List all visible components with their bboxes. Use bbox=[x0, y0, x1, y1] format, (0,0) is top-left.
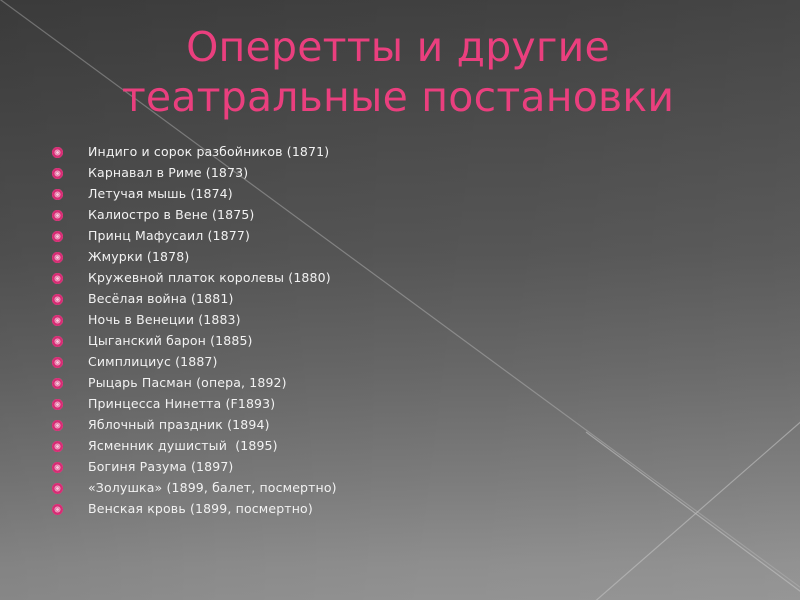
list-item: Летучая мышь (1874) bbox=[36, 184, 766, 205]
target-dot-bullet-icon bbox=[52, 231, 63, 242]
target-dot-bullet-icon bbox=[52, 483, 63, 494]
list-item: Яблочный праздник (1894) bbox=[36, 415, 766, 436]
target-dot-bullet-icon bbox=[52, 315, 63, 326]
target-dot-bullet-icon bbox=[52, 168, 63, 179]
target-dot-bullet-icon bbox=[52, 378, 63, 389]
target-dot-bullet-icon bbox=[52, 441, 63, 452]
list-item: Богиня Разума (1897) bbox=[36, 457, 766, 478]
target-dot-bullet-icon bbox=[52, 336, 63, 347]
list-item-label: Яблочный праздник (1894) bbox=[88, 417, 270, 433]
target-dot-bullet-icon bbox=[52, 462, 63, 473]
list-item-label: Богиня Разума (1897) bbox=[88, 459, 234, 475]
list-item: Ночь в Венеции (1883) bbox=[36, 310, 766, 331]
list-item: Ясменник душистый (1895) bbox=[36, 436, 766, 457]
list-item: Венская кровь (1899, посмертно) bbox=[36, 499, 766, 520]
target-dot-bullet-icon bbox=[52, 273, 63, 284]
list-item-label: Цыганский барон (1885) bbox=[88, 333, 253, 349]
list-item-label: Калиостро в Вене (1875) bbox=[88, 207, 255, 223]
target-dot-bullet-icon bbox=[52, 189, 63, 200]
target-dot-bullet-icon bbox=[52, 294, 63, 305]
list-item-label: Рыцарь Пасман (опера, 1892) bbox=[88, 375, 287, 391]
list-item: Кружевной платок королевы (1880) bbox=[36, 268, 766, 289]
target-dot-bullet-icon bbox=[52, 147, 63, 158]
list-item-label: Симплициус (1887) bbox=[88, 354, 218, 370]
list-item: Индиго и сорок разбойников (1871) bbox=[36, 142, 766, 163]
target-dot-bullet-icon bbox=[52, 420, 63, 431]
slide-title: Оперетты и другие театральные постановки bbox=[121, 23, 675, 122]
list-item-label: Жмурки (1878) bbox=[88, 249, 190, 265]
title-block: Оперетты и другие театральные постановки bbox=[92, 22, 704, 122]
list-item-label: Индиго и сорок разбойников (1871) bbox=[88, 144, 330, 160]
list-item-label: Принцесса Нинетта (F1893) bbox=[88, 396, 276, 412]
list-item-label: Кружевной платок королевы (1880) bbox=[88, 270, 331, 286]
target-dot-bullet-icon bbox=[52, 399, 63, 410]
list-item: Принцесса Нинетта (F1893) bbox=[36, 394, 766, 415]
list-item: Весёлая война (1881) bbox=[36, 289, 766, 310]
target-dot-bullet-icon bbox=[52, 357, 63, 368]
list-item-label: Карнавал в Риме (1873) bbox=[88, 165, 249, 181]
list-item: Калиостро в Вене (1875) bbox=[36, 205, 766, 226]
content-placeholder: Индиго и сорок разбойников (1871) Карнава… bbox=[36, 142, 766, 520]
list-item-label: Летучая мышь (1874) bbox=[88, 186, 233, 202]
list-item: Цыганский барон (1885) bbox=[36, 331, 766, 352]
target-dot-bullet-icon bbox=[52, 210, 63, 221]
list-item-label: Принц Мафусаил (1877) bbox=[88, 228, 250, 244]
list-item: Карнавал в Риме (1873) bbox=[36, 163, 766, 184]
list-item-label: Венская кровь (1899, посмертно) bbox=[88, 501, 313, 517]
list-item: Рыцарь Пасман (опера, 1892) bbox=[36, 373, 766, 394]
list-item-label: Весёлая война (1881) bbox=[88, 291, 234, 307]
list-item: Симплициус (1887) bbox=[36, 352, 766, 373]
target-dot-bullet-icon bbox=[52, 504, 63, 515]
list-item: Принц Мафусаил (1877) bbox=[36, 226, 766, 247]
list-item: «Золушка» (1899, балет, посмертно) bbox=[36, 478, 766, 499]
target-dot-bullet-icon bbox=[52, 252, 63, 263]
list-item-label: Ясменник душистый (1895) bbox=[88, 438, 278, 454]
list-item-label: Ночь в Венеции (1883) bbox=[88, 312, 241, 328]
list-item-label: «Золушка» (1899, балет, посмертно) bbox=[88, 480, 337, 496]
list-item: Жмурки (1878) bbox=[36, 247, 766, 268]
bullet-list: Индиго и сорок разбойников (1871) Карнава… bbox=[36, 142, 766, 520]
